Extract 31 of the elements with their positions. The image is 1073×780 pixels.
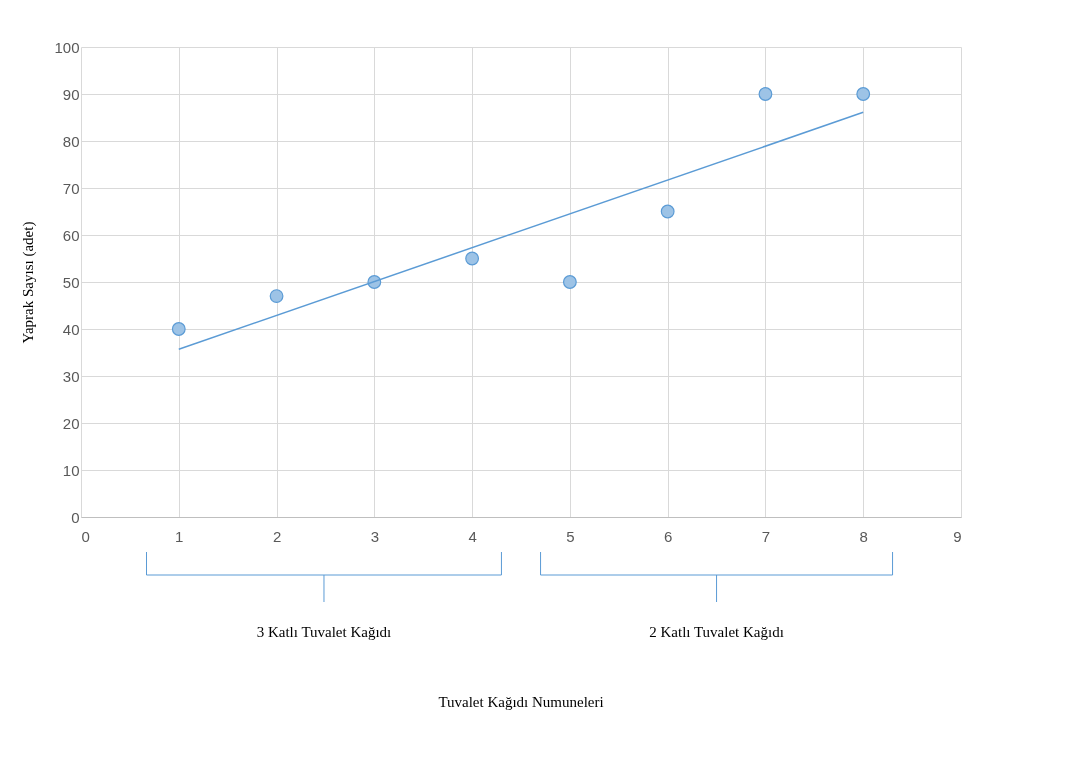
x-tick-label: 4 — [468, 527, 477, 545]
x-tick-label: 9 — [953, 527, 962, 545]
x-tick-label: 3 — [370, 527, 380, 545]
y-tick-label: 40 — [62, 320, 80, 338]
point — [171, 322, 186, 336]
text: 2 Katlı Tuvalet Kağıdı — [649, 624, 784, 640]
point — [856, 87, 871, 101]
y-tick-label: 20 — [62, 414, 80, 432]
y-tick-label: 0 — [71, 508, 80, 526]
y-tick-label: 30 — [62, 367, 80, 385]
point — [562, 275, 577, 289]
x-tick-label: 2 — [272, 527, 282, 545]
y-axis-title: Yaprak Sayısı (adet) — [20, 221, 38, 344]
x-tick-label: 1 — [175, 527, 184, 545]
y-tick-label: 100 — [54, 38, 80, 56]
point — [465, 251, 480, 266]
y-tick-label: 10 — [62, 461, 80, 479]
text: Tuvalet Kağıdı Numuneleri — [438, 694, 604, 710]
y-tick-label: 70 — [62, 179, 80, 197]
x-tick-label: 5 — [566, 527, 575, 545]
point — [269, 289, 284, 304]
x-tick-label: 7 — [761, 527, 771, 545]
point — [660, 204, 675, 219]
y-tick-label: 90 — [62, 85, 80, 103]
y-tick-label: 60 — [62, 226, 80, 244]
point — [758, 87, 773, 101]
y-tick-label: 80 — [62, 132, 80, 150]
y-tick-label: 50 — [62, 273, 80, 291]
text: 3 Katlı Tuvalet Kağıdı — [256, 624, 392, 640]
x-tick-label: 6 — [663, 527, 673, 545]
x-tick-label: 8 — [859, 527, 868, 545]
